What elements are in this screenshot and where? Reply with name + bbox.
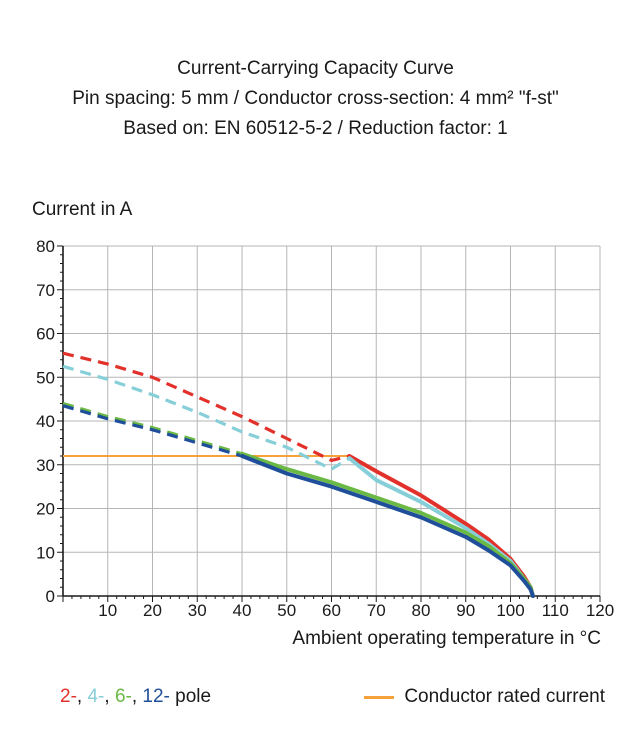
legend: 2-, 4-, 6-, 12- pole Conductor rated cur…	[60, 686, 605, 714]
legend-pole-text: ,	[104, 686, 115, 707]
y-tick-label: 80	[36, 237, 55, 256]
x-tick-label: 40	[233, 601, 252, 620]
chart-subtitle-standard: Based on: EN 60512-5-2 / Reduction facto…	[123, 118, 508, 139]
x-tick-label: 20	[143, 601, 162, 620]
legend-rated-current: Conductor rated current	[364, 686, 605, 708]
y-tick-label: 70	[36, 281, 55, 300]
x-tick-label: 30	[188, 601, 207, 620]
legend-pole-text: 4-	[87, 686, 105, 707]
legend-pole-text: 12-	[142, 686, 170, 707]
chart-plot: 0 10 20 30 40 50 60 70 80 10 20 30 40 50 60 70 80 90 100 11…	[36, 237, 614, 620]
x-tick-label: 80	[412, 601, 431, 620]
chart-title-block: Current-Carrying Capacity Curve Pin spac…	[0, 54, 631, 144]
series-4-pole-dashed	[62, 364, 351, 471]
x-tick-label: 70	[367, 601, 386, 620]
legend-pole-text: 2-	[60, 686, 77, 707]
series-2-pole-dashed	[62, 351, 350, 462]
x-tick-label: 50	[277, 601, 296, 620]
legend-pole-text: ,	[131, 686, 143, 707]
y-axis-label: Current in A	[32, 199, 133, 220]
series-12-pole-dashed	[62, 404, 243, 458]
x-tick-label: 90	[456, 601, 475, 620]
y-tick-label: 10	[36, 543, 55, 562]
y-tick-label: 60	[36, 325, 55, 344]
legend-rated-label: Conductor rated current	[404, 686, 605, 707]
x-axis-label: Ambient operating temperature in °C	[292, 628, 601, 649]
x-tick-label: 110	[542, 601, 569, 620]
legend-rated-swatch	[364, 695, 395, 699]
x-tick-label: 60	[322, 601, 341, 620]
y-tick-label: 20	[36, 500, 55, 519]
legend-pole-text: pole	[169, 686, 212, 707]
y-tick-label: 0	[46, 587, 55, 606]
y-tick-label: 30	[36, 456, 55, 475]
legend-pole-text: 6-	[114, 686, 132, 707]
chart-title: Current-Carrying Capacity Curve	[177, 58, 454, 79]
x-tick-label: 100	[496, 601, 524, 620]
x-tick-label: 10	[98, 601, 117, 620]
series-12-pole-solid	[240, 454, 535, 598]
chart-subtitle-spacing: Pin spacing: 5 mm / Conductor cross-sect…	[72, 88, 559, 109]
series-6-pole-dashed	[62, 401, 243, 456]
y-tick-label: 50	[36, 368, 55, 387]
x-tick-label: 120	[586, 601, 614, 620]
legend-pole-entries: 2-, 4-, 6-, 12- pole	[60, 686, 211, 708]
y-tick-label: 40	[36, 412, 55, 431]
legend-pole-text: ,	[76, 686, 88, 707]
